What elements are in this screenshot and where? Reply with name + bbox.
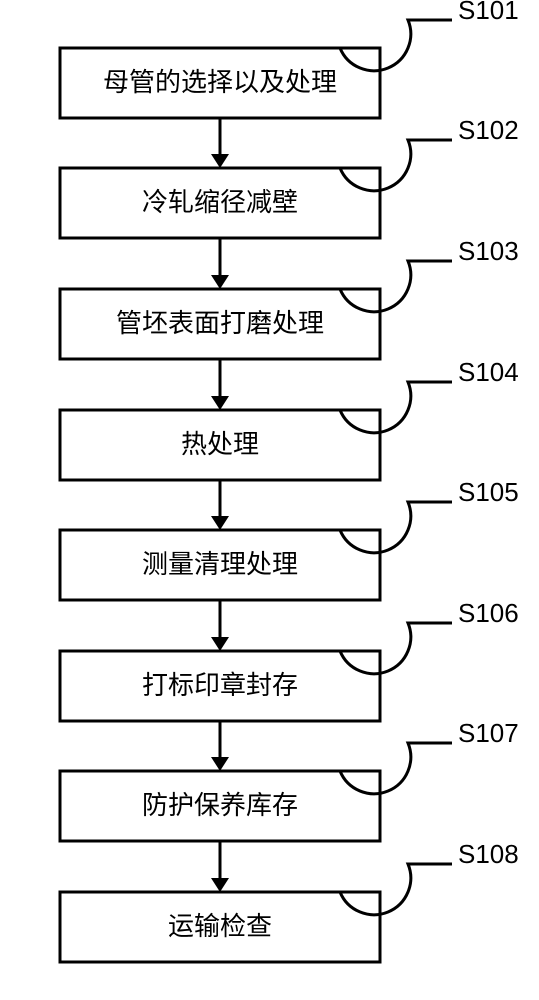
step-id-label: S107 (458, 718, 519, 748)
flow-step-label: 热处理 (181, 430, 259, 459)
flow-step-label: 测量清理处理 (142, 550, 298, 579)
step-leader (340, 20, 452, 71)
flow-step-label: 母管的选择以及处理 (103, 68, 337, 97)
step-id-label: S108 (458, 839, 519, 869)
step-id-label: S106 (458, 598, 519, 628)
step-leader (340, 623, 452, 674)
flow-arrowhead (211, 516, 229, 530)
flow-arrowhead (211, 757, 229, 771)
step-leader (340, 743, 452, 794)
step-id-label: S102 (458, 115, 519, 145)
flow-arrowhead (211, 878, 229, 892)
flow-step-label: 防护保养库存 (142, 791, 298, 820)
step-id-label: S101 (458, 0, 519, 25)
step-id-label: S104 (458, 357, 519, 387)
step-leader (340, 140, 452, 191)
step-leader (340, 382, 452, 433)
flowchart-canvas: 母管的选择以及处理 S101 冷轧缩径减壁 S102 管坯表面打磨处理 S103 热处理 S1… (0, 0, 539, 1000)
step-id-label: S105 (458, 477, 519, 507)
step-id-label: S103 (458, 236, 519, 266)
flow-step-label: 冷轧缩径减壁 (142, 188, 298, 217)
flow-arrowhead (211, 637, 229, 651)
step-leader (340, 502, 452, 553)
step-leader (340, 261, 452, 312)
flow-arrowhead (211, 275, 229, 289)
step-leader (340, 864, 452, 915)
flow-step-label: 运输检查 (168, 912, 272, 941)
flow-arrowhead (211, 396, 229, 410)
flow-step-label: 打标印章封存 (142, 671, 298, 700)
flow-step-label: 管坯表面打磨处理 (116, 309, 324, 338)
flow-arrowhead (211, 154, 229, 168)
